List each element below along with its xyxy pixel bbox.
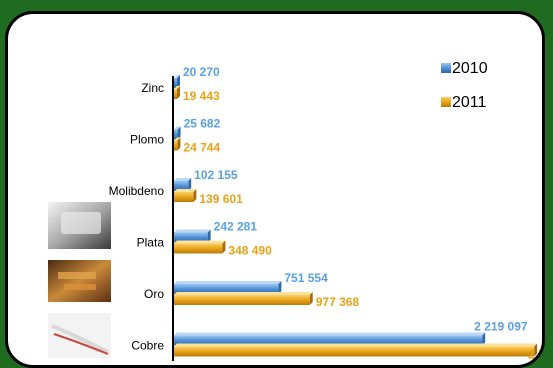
bar-depth-2010: [177, 75, 180, 88]
bar-depth-2011: [309, 292, 313, 305]
bar-depth-2010: [188, 178, 192, 191]
bar-top-2011: [174, 137, 181, 141]
bar-2011-plomo: [174, 140, 178, 151]
value-label-2010: 242 281: [214, 220, 258, 234]
bar-2010-oro: [174, 284, 279, 294]
bar-2010-cobre: [174, 335, 483, 346]
bar-2011-molibdeno: [174, 192, 194, 202]
bar-2011-cobre: [174, 346, 535, 357]
chart-panel: Zinc 20 270 19 443 Plomo 25 682 24 744 Molibde…: [5, 11, 545, 368]
category-label: Cobre: [131, 339, 164, 353]
bar-depth-2010: [177, 126, 181, 140]
bar-depth-2011: [222, 240, 226, 254]
bar-2011-oro: [174, 295, 310, 305]
bar-top-2011: [174, 343, 538, 347]
value-label-2011: 19 443: [183, 89, 220, 103]
value-label-2010: 25 682: [184, 117, 221, 131]
bar-2010-zinc: [174, 78, 177, 88]
category-label: Molibdeno: [109, 184, 165, 198]
bar-top-2010: [174, 126, 181, 130]
bar-top-2011: [174, 189, 197, 192]
bar-depth-2010: [207, 229, 211, 243]
bar-2011-plata: [174, 243, 223, 254]
bar-chart: Zinc 20 270 19 443 Plomo 25 682 24 744 Molibde…: [48, 60, 545, 362]
value-label-2010: 20 270: [183, 65, 220, 79]
bar-depth-2010: [482, 332, 486, 346]
legend-label-2010: 2010: [452, 60, 488, 77]
bar-top-2010: [174, 281, 282, 284]
silver-bar-image: [48, 202, 111, 249]
bar-top-2011: [174, 240, 226, 244]
bar-top-2010: [174, 178, 192, 181]
legend-swatch-2010: [441, 63, 451, 73]
value-label-2011: 348 490: [228, 244, 272, 258]
category-label: Plata: [137, 236, 165, 250]
value-label-2010: 751 554: [284, 271, 328, 285]
category-label: Plomo: [130, 133, 164, 147]
legend-label-2011: 2011: [452, 94, 487, 111]
bar-top-2010: [174, 229, 211, 233]
bar-2011-zinc: [174, 89, 177, 99]
legend-swatch-2011: [441, 97, 451, 107]
bar-top-2010: [174, 75, 180, 78]
value-label-2011: 977 368: [316, 295, 360, 309]
value-label-2011: 24 744: [183, 141, 220, 155]
gold-bars-image: [48, 260, 111, 302]
bar-top-2010: [174, 332, 486, 336]
value-label-2010: 102 155: [194, 168, 238, 182]
bar-depth-2010: [278, 281, 282, 294]
legend: 2010 2011: [441, 60, 488, 111]
bar-top-2011: [174, 292, 313, 295]
bar-depth-2011: [177, 86, 180, 99]
value-label-2011: 139 601: [199, 192, 243, 206]
value-label-2010: 2 219 097: [474, 320, 528, 334]
value-label-2011: 2 593 377: [528, 348, 545, 362]
bar-2010-plomo: [174, 129, 178, 140]
category-label: Oro: [144, 287, 164, 301]
copper-cable-image: [48, 313, 111, 358]
bar-depth-2011: [177, 137, 181, 151]
category-label: Zinc: [141, 81, 164, 95]
bar-2010-molibdeno: [174, 181, 189, 191]
bar-depth-2011: [193, 189, 197, 202]
bar-depth-2011: [534, 343, 538, 357]
bar-2010-plata: [174, 232, 208, 243]
bar-top-2011: [174, 86, 180, 89]
